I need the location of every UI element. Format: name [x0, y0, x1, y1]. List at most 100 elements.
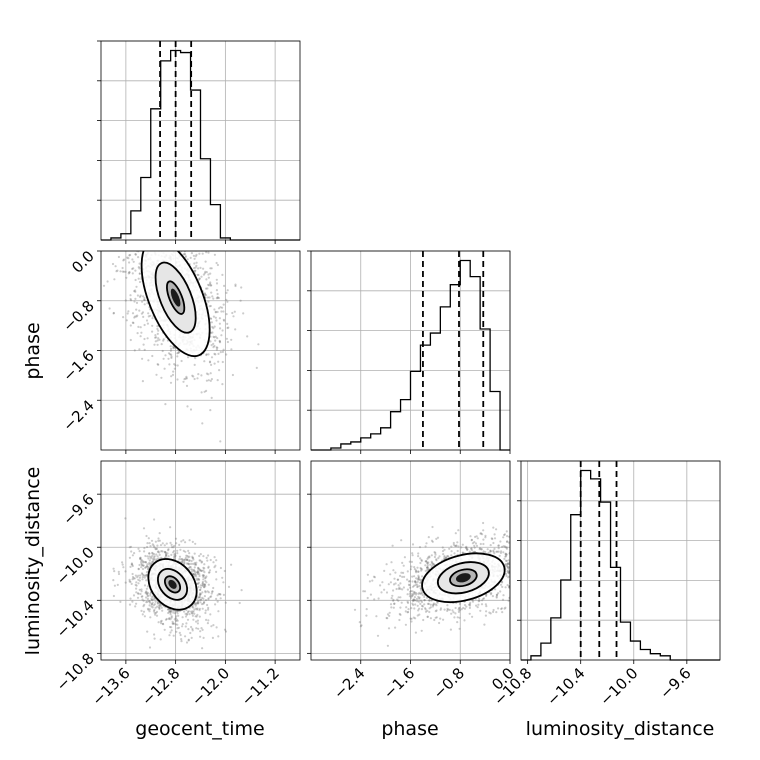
- sample-point: [450, 612, 453, 615]
- sample-point: [419, 587, 422, 590]
- sample-point: [126, 312, 129, 315]
- sample-point: [456, 549, 459, 553]
- sample-point: [134, 315, 137, 318]
- sample-point: [410, 607, 413, 610]
- sample-point: [152, 558, 155, 562]
- sample-point: [214, 310, 217, 313]
- sample-point: [143, 298, 146, 302]
- sample-point: [508, 596, 510, 599]
- sample-point: [202, 602, 205, 605]
- sample-point: [137, 582, 140, 585]
- sample-point: [139, 557, 142, 561]
- x-tick-label: −11.2: [238, 664, 283, 709]
- sample-point: [399, 587, 402, 591]
- sample-point: [213, 253, 216, 256]
- sample-point: [396, 578, 400, 581]
- sample-point: [160, 556, 163, 560]
- sample-point: [210, 363, 213, 366]
- sample-point: [424, 560, 427, 563]
- sample-point: [426, 615, 429, 618]
- sample-point: [134, 253, 137, 256]
- sample-point: [405, 606, 408, 609]
- sample-point: [402, 586, 405, 589]
- sample-point: [442, 618, 445, 621]
- sample-point: [128, 580, 131, 583]
- sample-point: [167, 617, 171, 621]
- sample-point: [129, 299, 133, 302]
- sample-point: [145, 534, 148, 538]
- sample-point: [535, 553, 537, 555]
- sample-point: [138, 550, 141, 553]
- sample-point: [176, 610, 179, 613]
- sample-point: [221, 576, 224, 579]
- sample-point: [131, 572, 134, 576]
- sample-point: [200, 627, 203, 630]
- sample-point: [453, 616, 456, 619]
- sample-point: [143, 550, 146, 553]
- sample-point: [140, 560, 143, 563]
- histogram-bar: [541, 643, 551, 660]
- sample-point: [512, 571, 514, 573]
- sample-point: [204, 585, 207, 588]
- sample-point: [216, 296, 219, 300]
- sample-point: [195, 615, 198, 618]
- sample-point: [210, 396, 213, 399]
- sample-point: [196, 377, 199, 380]
- sample-point: [207, 571, 211, 574]
- sample-point: [203, 601, 206, 604]
- sample-point: [194, 542, 197, 545]
- sample-point: [148, 542, 151, 545]
- sample-point: [205, 353, 208, 357]
- sample-point: [142, 315, 145, 318]
- sample-point: [493, 537, 497, 540]
- sample-point: [542, 560, 544, 562]
- sample-point: [393, 602, 396, 606]
- sample-point: [435, 609, 438, 612]
- sample-point: [207, 300, 210, 303]
- sample-point: [199, 598, 202, 601]
- sample-point: [121, 563, 124, 566]
- sample-point: [174, 554, 177, 557]
- sample-point: [214, 311, 217, 314]
- sample-point: [486, 548, 489, 551]
- sample-point: [137, 325, 140, 328]
- sample-point: [172, 370, 175, 373]
- sample-point: [435, 537, 438, 541]
- sample-point: [534, 567, 536, 569]
- sample-point: [413, 596, 416, 599]
- sample-point: [148, 559, 151, 562]
- sample-point: [212, 346, 215, 349]
- sample-point: [171, 622, 174, 625]
- sample-point: [545, 573, 547, 575]
- sample-point: [540, 550, 542, 552]
- sample-point: [496, 550, 499, 553]
- sample-point: [482, 597, 485, 600]
- sample-point: [185, 384, 189, 387]
- sample-point: [199, 635, 202, 638]
- sample-point: [129, 580, 132, 584]
- sample-point: [184, 253, 187, 256]
- sample-point: [534, 596, 536, 598]
- histogram-bar: [490, 392, 500, 450]
- sample-point: [162, 339, 165, 342]
- sample-point: [197, 571, 200, 574]
- sample-point: [146, 597, 149, 601]
- sample-point: [430, 560, 433, 563]
- sample-point: [187, 549, 190, 553]
- sample-point: [134, 236, 136, 238]
- sample-point: [208, 305, 211, 308]
- sample-point: [155, 210, 157, 212]
- sample-point: [391, 594, 394, 597]
- sample-point: [504, 553, 507, 556]
- sample-point: [162, 623, 165, 626]
- sample-point: [174, 364, 177, 367]
- sample-point: [188, 552, 191, 555]
- y-label-phase: phase: [22, 322, 44, 379]
- sample-point: [484, 550, 487, 554]
- sample-point: [204, 590, 207, 593]
- sample-point: [430, 554, 433, 557]
- sample-point: [508, 586, 510, 589]
- sample-point: [224, 601, 227, 604]
- sample-point: [184, 612, 187, 616]
- sample-point: [507, 566, 510, 569]
